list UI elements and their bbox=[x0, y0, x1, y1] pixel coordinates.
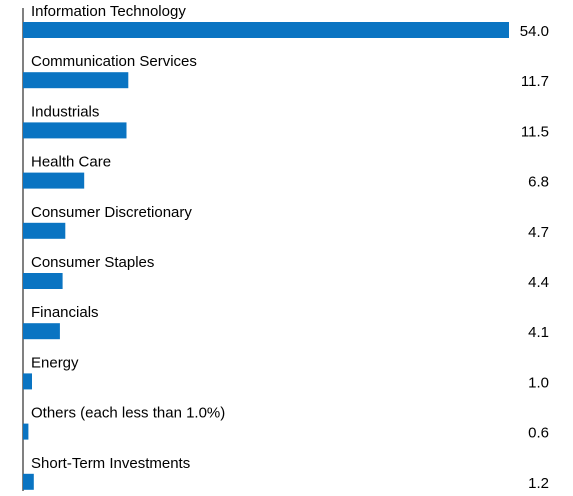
value-label: 11.7 bbox=[521, 73, 549, 90]
value-label: 1.0 bbox=[528, 374, 549, 391]
category-label: Consumer Discretionary bbox=[31, 204, 192, 221]
bar bbox=[23, 22, 509, 38]
value-label: 4.1 bbox=[528, 324, 549, 341]
category-label: Others (each less than 1.0%) bbox=[31, 405, 225, 422]
category-label: Energy bbox=[31, 354, 79, 371]
category-label: Financials bbox=[31, 304, 99, 321]
value-label: 1.2 bbox=[528, 475, 549, 492]
value-label: 4.7 bbox=[528, 224, 549, 241]
category-label: Consumer Staples bbox=[31, 254, 154, 271]
value-label: 0.6 bbox=[528, 425, 549, 442]
value-label: 11.5 bbox=[521, 123, 549, 140]
category-label: Communication Services bbox=[31, 53, 197, 70]
bar bbox=[23, 222, 66, 239]
value-label: 4.4 bbox=[528, 274, 549, 291]
bar bbox=[23, 423, 29, 440]
bar bbox=[23, 72, 129, 89]
category-label: Short-Term Investments bbox=[31, 455, 190, 472]
bar bbox=[23, 323, 60, 340]
category-label: Industrials bbox=[31, 103, 99, 120]
category-label: Information Technology bbox=[31, 3, 186, 20]
bar bbox=[23, 473, 34, 490]
value-label: 6.8 bbox=[528, 174, 549, 191]
bar bbox=[23, 122, 127, 139]
value-label: 54.0 bbox=[520, 23, 549, 40]
bar bbox=[23, 373, 32, 390]
category-label: Health Care bbox=[31, 154, 111, 171]
bar bbox=[23, 172, 85, 189]
bar bbox=[23, 273, 63, 289]
